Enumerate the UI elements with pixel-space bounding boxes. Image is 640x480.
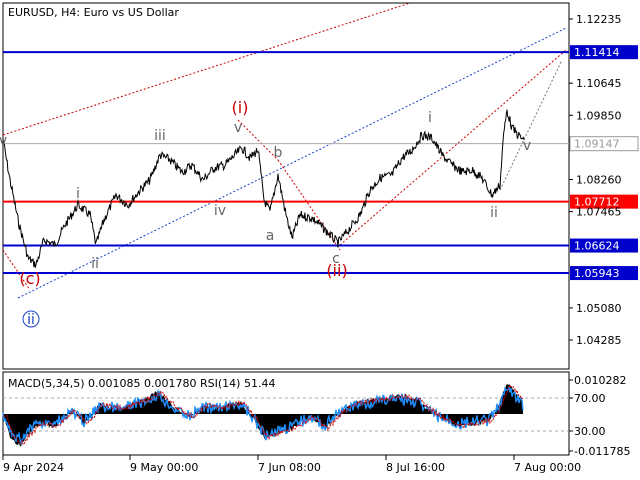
price-tick-label-1: 1.10645: [576, 77, 622, 90]
indicator-tick-label-2: 30.00: [574, 425, 606, 438]
level-price-label-1: 1.07712: [574, 196, 620, 209]
grey-projection-line: [499, 59, 563, 191]
level-price-tag-3: [570, 266, 638, 281]
time-tick-label-3: 8 Jul 16:00: [386, 461, 445, 474]
wave-label-13: i: [428, 110, 432, 126]
level-price-label-2: 1.06624: [574, 240, 620, 253]
price-tick-label-0: 1.12235: [576, 13, 622, 26]
price-tick-label-5: 1.05080: [576, 302, 622, 315]
price-tick-label-2: 1.09850: [576, 109, 622, 122]
red-wave-c-line: [2, 249, 31, 291]
upper-red-channel-line: [2, 2, 411, 136]
price-tick-label-3: 1.08260: [576, 174, 622, 187]
indicator-title: MACD(5,34,5) 0.001085 0.001780 RSI(14) 5…: [8, 377, 275, 390]
wave-label-4: ii: [91, 256, 99, 272]
time-tick-label-2: 7 Jun 08:00: [258, 461, 321, 474]
indicator-tick-label-1: 70.00: [574, 392, 606, 405]
lower-red-channel-line: [339, 49, 567, 246]
chart-title: EURUSD, H4: Euro vs US Dollar: [8, 6, 179, 19]
time-tick-label-1: 9 May 00:00: [130, 461, 198, 474]
wave-label-3: i: [76, 186, 80, 202]
wave-label-15: v: [523, 138, 531, 154]
wave-label-7: (i): [232, 98, 249, 117]
wave-label-0: v: [0, 133, 7, 149]
current-price-label: 1.09147: [574, 138, 620, 151]
wave-label-5: iii: [154, 128, 166, 144]
time-tick-label-4: 7 Aug 00:00: [514, 461, 581, 474]
time-tick-label-0: 9 Apr 2024: [3, 461, 64, 474]
price-tick-label-4: 1.07465: [576, 206, 622, 219]
wave-label-11: c: [332, 251, 340, 267]
indicator-tick-label-3: -0.011785: [574, 445, 630, 458]
main-chart-frame[interactable]: [2, 2, 570, 370]
macd-signal-line: [3, 384, 524, 445]
price-line: [2, 109, 525, 268]
current-price-tag: [569, 136, 639, 152]
wave-label-14: ii: [490, 205, 498, 221]
level-price-label-0: 1.11414: [574, 46, 620, 59]
level-price-tag-2: [570, 238, 638, 253]
wave-label-10: a: [266, 228, 275, 244]
blue-channel-line: [17, 27, 567, 299]
wave-label-8: v: [234, 120, 242, 136]
wave-label-12: (ii): [326, 261, 347, 280]
wave-label-9: b: [274, 145, 283, 161]
level-price-label-3: 1.05943: [574, 267, 620, 280]
wave-circle-2: [22, 310, 40, 328]
wave-label-1: (c): [19, 269, 40, 288]
red-wave-i-line: [237, 119, 279, 161]
level-price-tag-0: [570, 45, 638, 60]
wave-label-2: ii: [27, 312, 35, 328]
wave-label-6: iv: [214, 203, 226, 219]
indicator-tick-label-0: 0.010282: [574, 374, 627, 387]
level-price-tag-1: [570, 194, 638, 209]
price-tick-label-6: 1.04285: [576, 334, 622, 347]
